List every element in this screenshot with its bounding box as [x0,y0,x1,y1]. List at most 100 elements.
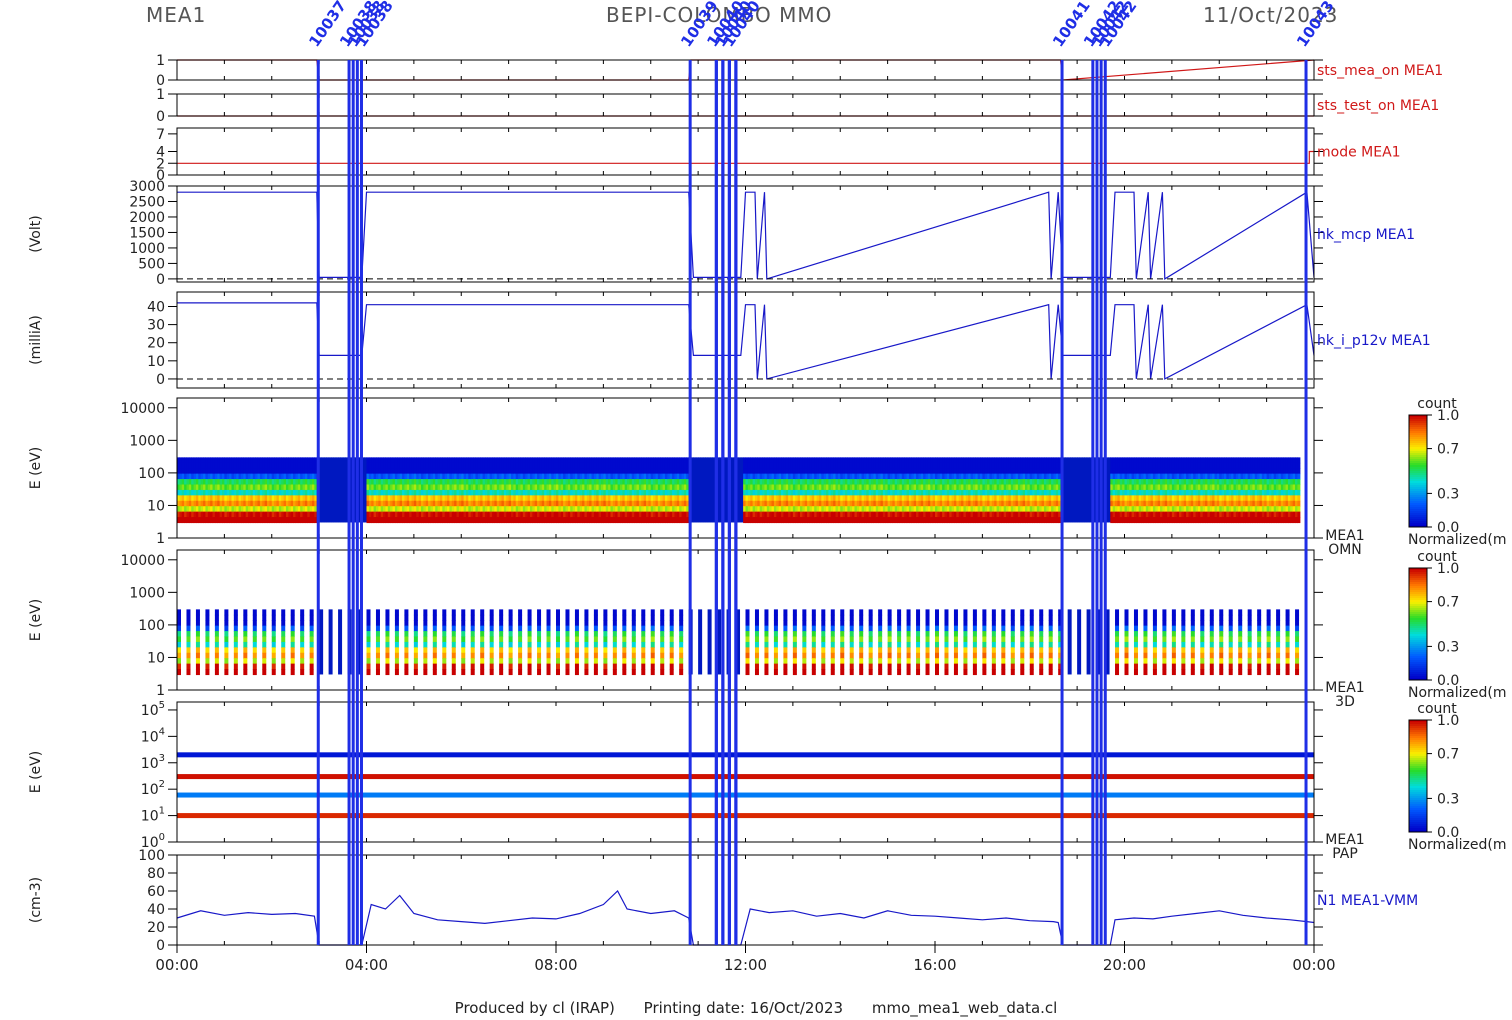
spectrogram-cell [757,468,761,475]
spectrogram-cell [314,457,318,464]
spectrogram-cell [214,495,218,502]
spectrogram-cell [679,489,683,496]
spectrogram-cell [996,479,1000,486]
spectrogram-cell [1126,479,1130,486]
spectrogram-cell [1046,489,1050,496]
spectrogram-cell [942,468,946,475]
spectrogram-cell [1150,462,1154,469]
spectrogram-cell [1003,484,1007,491]
spectrogram-cell [411,489,415,496]
spectrogram-cell [942,473,946,480]
spectrogram-cell [463,462,467,469]
spectrogram-cell [1058,511,1062,518]
spectrogram-cell [463,500,467,507]
spectrogram-cell [456,473,460,480]
spectrogram-cell [823,457,827,464]
spectrogram-cell [269,511,273,518]
spectrogram-cell [1183,489,1187,496]
spectrogram-cell [513,484,517,491]
spectrogram-cell [278,500,282,507]
spectrogram-gap-cell [709,457,713,523]
spectrogram-cell [953,489,957,496]
spectrogram-cell [449,495,453,502]
spectrogram-cell [657,479,661,486]
spectrogram-cell [248,462,252,469]
spectrogram-cell [617,500,621,507]
spectrogram-cell [953,517,957,524]
spectrogram-cell [1036,500,1040,507]
spectrogram-cell [551,457,555,464]
spectrogram-cell [586,468,590,475]
spectrogram-cell [186,511,190,518]
spectrogram-cell [762,506,766,513]
spectrogram-cell [795,468,799,475]
spectrogram-cell [537,506,541,513]
spectrogram-cell [1036,495,1040,502]
spectrogram-cell [1216,479,1220,486]
spectrogram-cell [1164,511,1168,518]
spectrogram-cell [1167,457,1171,464]
spectrogram-cell [650,489,654,496]
spectrogram-cell [473,511,477,518]
spectrogram-cell [515,506,519,513]
spectrogram-cell [288,457,292,464]
spectrogram-cell [781,473,784,480]
instrument-title: MEA1 [146,3,207,27]
spectrogram-cell [259,484,263,491]
spectrogram-cell [238,473,242,480]
spectrogram-cell [788,462,792,469]
spectrogram-cell [1183,479,1187,486]
spectrogram-cell [788,517,792,524]
spectrogram-cell [222,511,225,518]
spectrogram-cell [1034,495,1038,502]
spectrogram-cell [413,517,417,524]
spectrogram-cell [880,479,884,486]
spectrogram-cell [927,473,931,480]
spectrogram-cell [977,468,981,475]
spectrogram-cell [411,484,415,491]
spectrogram-cell [968,457,972,464]
spectrogram-cell [470,495,474,502]
spectrogram-cell [181,462,185,469]
spectrogram-cell [596,495,600,502]
spectrogram-cell [868,462,872,469]
spectrogram-cell [1122,495,1126,502]
spectrogram-cell [442,517,446,524]
spectrogram-cell [882,500,886,507]
spectrogram-cell [598,495,602,502]
spectrogram-cell [1219,511,1223,518]
spectrogram-cell [901,500,905,507]
spectrogram-cell [314,495,318,502]
spectrogram-cell [927,479,931,486]
spectrogram-cell [572,511,576,518]
spectrogram-cell [1233,511,1237,518]
spectrogram-cell [747,484,751,491]
spectrogram-cell [257,506,261,513]
spectrogram-cell [1193,511,1197,518]
spectrogram-cell [899,462,903,469]
spectrogram-cell [233,468,237,475]
spectrogram-cell [984,484,988,491]
spectrogram-cell [977,517,981,524]
spectrogram-cell [1190,517,1194,524]
spectrogram-cell [1160,489,1163,496]
spectrogram-cell [399,506,403,513]
spectrogram-cell [1143,511,1147,518]
spectrogram-cell [835,495,839,502]
spectrogram-cell [470,500,474,507]
spectrogram-cell [1046,462,1050,469]
spectrogram-cell [1145,495,1149,502]
spectrogram-cell [859,484,863,491]
spectrogram-cell [942,495,946,502]
spectrogram-cell [546,457,550,464]
spectrogram-cell [603,495,607,502]
spectrogram-cell [1183,495,1187,502]
spectrogram-cell [1131,473,1135,480]
spectrogram-cell [885,506,889,513]
spectrogram-cell [1207,473,1211,480]
spectrogram-cell [766,468,770,475]
spectrogram-cell [745,468,749,475]
spectrogram-cell [1216,473,1220,480]
spectrogram-cell [219,468,223,475]
spectrogram-gap-cell [736,457,739,523]
